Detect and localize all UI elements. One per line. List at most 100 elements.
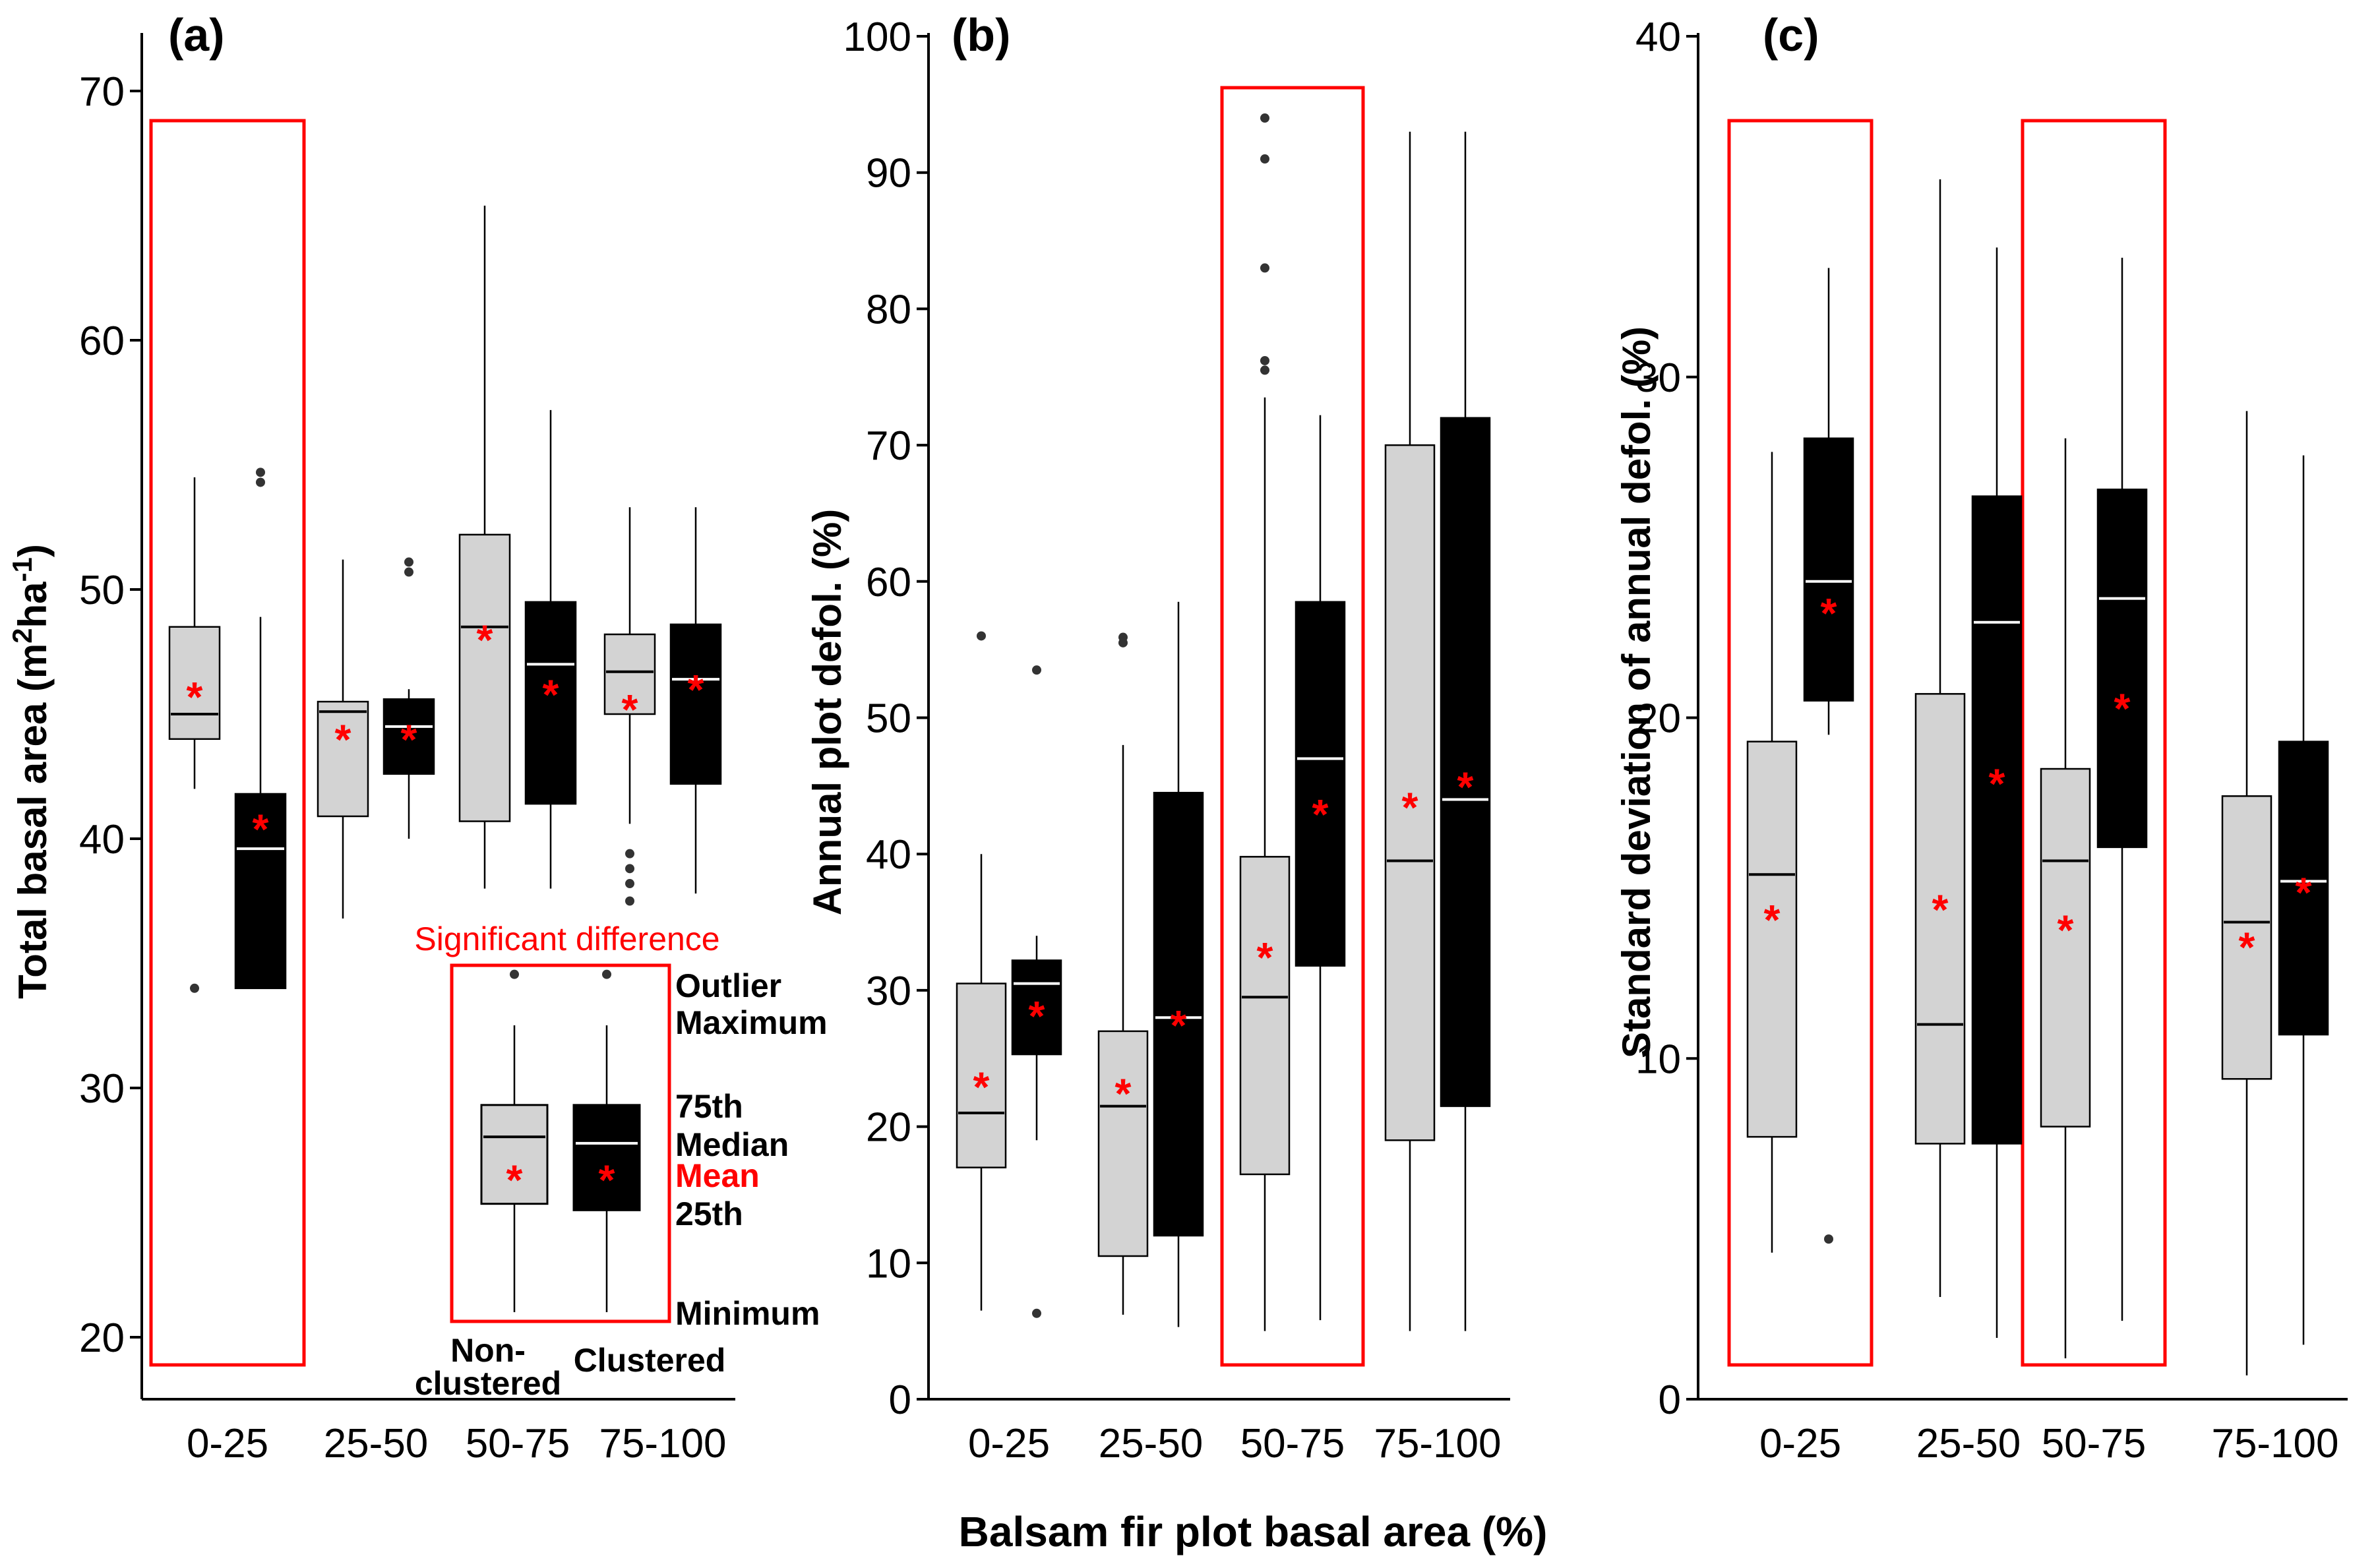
- box-clustered-0-25: *: [234, 467, 287, 990]
- box-iqr: [2221, 795, 2272, 1080]
- y-tick-label: 30: [866, 969, 911, 1014]
- box-nonclustered-25-50: *: [1914, 179, 1966, 1297]
- mean-marker: *: [187, 673, 203, 721]
- x-tick-label: 50-75: [466, 1421, 570, 1466]
- y-tick-label: 90: [866, 151, 911, 196]
- box-iqr: [1803, 437, 1854, 702]
- mean-marker: *: [1115, 1070, 1132, 1118]
- y-tick-label: 0: [1659, 1377, 1681, 1423]
- x-tick-label: 0-25: [1759, 1421, 1841, 1466]
- legend-minimum-label: Minimum: [675, 1295, 820, 1332]
- box-nonclustered-25-50: *: [317, 559, 369, 919]
- y-tick-label: 40: [79, 817, 125, 862]
- box-nonclustered-0-25: *: [956, 631, 1007, 1311]
- outlier-point: [404, 567, 413, 577]
- outlier-point: [1118, 632, 1128, 642]
- box-clustered-50-75: *: [1295, 415, 1346, 1321]
- box-iqr: [168, 626, 221, 740]
- y-tick-label: 40: [1635, 15, 1681, 60]
- y-tick-label: 20: [1635, 696, 1681, 742]
- box-nonclustered-25-50: *: [1097, 632, 1149, 1315]
- outlier-point: [1260, 355, 1269, 365]
- y-tick-label: 0: [889, 1377, 911, 1423]
- mean-marker: *: [543, 671, 559, 718]
- mean-marker: *: [973, 1063, 990, 1110]
- box-iqr: [572, 1104, 641, 1211]
- mean-marker: *: [401, 715, 417, 763]
- box-clustered-0-25: *: [1803, 268, 1854, 1244]
- x-axis-title: Balsam fir plot basal area (%): [959, 1508, 1548, 1555]
- box-iqr: [956, 982, 1007, 1168]
- box-clustered-50-75: *: [524, 409, 577, 889]
- mean-marker: *: [622, 686, 638, 733]
- x-tick-label: 50-75: [2042, 1421, 2147, 1466]
- outlier-point: [1260, 263, 1269, 273]
- box-clustered-25-50: *: [1971, 247, 2023, 1338]
- y-tick-label: 30: [79, 1066, 125, 1112]
- outlier-point: [256, 477, 265, 487]
- outlier-point: [625, 879, 634, 889]
- mean-marker: *: [477, 616, 493, 663]
- box-nonclustered-50-75: *: [458, 205, 511, 889]
- box-iqr: [1153, 791, 1204, 1237]
- box-iqr: [1011, 959, 1062, 1056]
- box-iqr: [1239, 856, 1291, 1176]
- box-iqr: [458, 533, 511, 822]
- mean-marker: *: [1764, 896, 1781, 944]
- mean-marker: *: [2114, 685, 2131, 733]
- box-nonclustered-0-25: *: [168, 477, 221, 993]
- box-iqr: [317, 700, 369, 818]
- outlier-point: [1260, 365, 1269, 375]
- box-nonclustered-75-100: *: [2221, 411, 2272, 1375]
- box-iqr: [1914, 693, 1966, 1145]
- x-tick-label: 75-100: [1374, 1421, 1501, 1466]
- panel-label: (a): [168, 9, 225, 61]
- mean-marker: *: [335, 715, 351, 763]
- legend-q75-label: 75th: [675, 1088, 743, 1125]
- legend: Significant difference * * Outlier Maximu…: [414, 920, 827, 1402]
- mean-marker: *: [2296, 869, 2312, 917]
- mean-marker: *: [2239, 923, 2255, 971]
- y-tick-label: 60: [79, 318, 125, 364]
- mean-marker: *: [1402, 784, 1418, 831]
- box-iqr: [2096, 489, 2148, 849]
- mean-marker: *: [1457, 764, 1474, 811]
- outlier-point: [190, 983, 199, 993]
- box-iqr: [1746, 740, 1798, 1138]
- y-tick-label: 70: [866, 423, 911, 469]
- box-nonclustered-75-100: *: [1384, 131, 1436, 1331]
- box-iqr: [1384, 444, 1436, 1141]
- x-tick-label: 75-100: [599, 1421, 726, 1466]
- panel-label: (b): [952, 9, 1010, 61]
- panel-c: (c) 0 10 20 30 40 0-25 25-50 50-75 75-100 Standard…: [1614, 9, 2348, 1466]
- mean-marker: *: [599, 1156, 615, 1203]
- legend-mean-label: Mean: [675, 1157, 760, 1194]
- mean-marker: *: [1257, 934, 1273, 981]
- box-iqr: [480, 1104, 549, 1205]
- y-axis-title: Total basal area (m2ha-1): [7, 544, 55, 999]
- outlier-point: [625, 864, 634, 874]
- panel-a: (a) 20 30 40 50 60 70 0-25 25-50 50-75 75-100 Total…: [7, 9, 735, 1466]
- mean-marker: *: [1029, 992, 1045, 1040]
- box-clustered-0-25: *: [1011, 665, 1062, 1318]
- outlier-point: [404, 557, 413, 567]
- mean-marker: *: [506, 1156, 523, 1203]
- box-clustered-25-50: *: [382, 557, 435, 839]
- mean-marker: *: [688, 666, 704, 713]
- mean-marker: *: [2058, 907, 2074, 954]
- box-iqr: [1295, 601, 1346, 967]
- mean-marker: *: [1932, 886, 1949, 934]
- box-iqr: [382, 698, 435, 775]
- y-tick-label: 50: [866, 696, 911, 742]
- legend-median-label: Median: [675, 1126, 789, 1163]
- y-tick-label: 10: [866, 1241, 911, 1286]
- legend-highlight-frame: [450, 963, 671, 1323]
- mean-marker: *: [1989, 760, 2005, 807]
- box-clustered-75-100: *: [1440, 131, 1491, 1331]
- outlier-point: [1032, 665, 1041, 675]
- y-tick-label: 60: [866, 560, 911, 605]
- outlier-point: [1032, 1308, 1041, 1318]
- box-nonclustered-0-25: *: [1746, 452, 1798, 1253]
- significant-frame: [149, 119, 306, 1367]
